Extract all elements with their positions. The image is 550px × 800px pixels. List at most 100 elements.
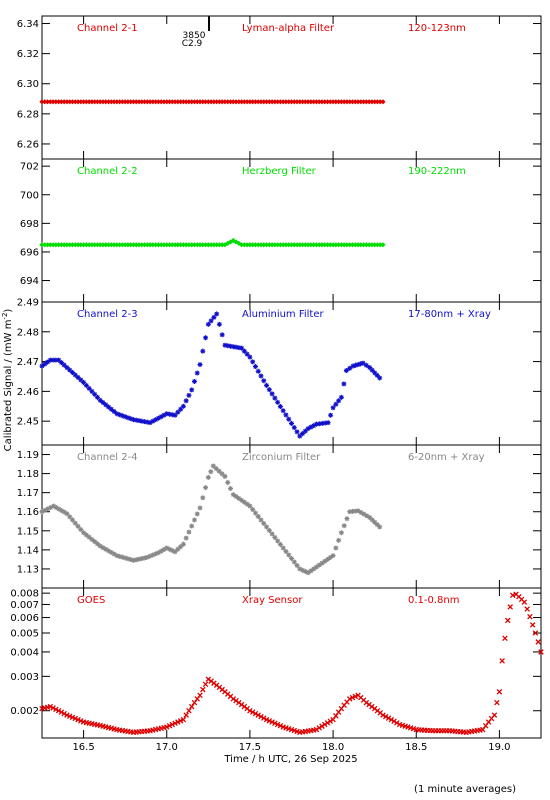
data-point bbox=[367, 365, 373, 371]
data-point bbox=[341, 381, 347, 387]
data-point bbox=[341, 99, 347, 105]
data-point bbox=[269, 719, 275, 725]
data-point bbox=[172, 720, 178, 727]
data-point bbox=[42, 99, 48, 105]
data-point bbox=[97, 397, 103, 403]
data-point bbox=[42, 507, 48, 513]
data-point bbox=[189, 99, 195, 105]
data-point bbox=[58, 99, 65, 105]
data-point bbox=[319, 420, 325, 426]
data-point bbox=[343, 368, 349, 374]
data-point bbox=[144, 419, 150, 425]
y-tick-label: 694 bbox=[20, 276, 39, 287]
data-point bbox=[507, 604, 513, 610]
data-point bbox=[53, 99, 59, 105]
data-point bbox=[208, 469, 214, 475]
y-tick-label: 2.45 bbox=[17, 417, 39, 428]
data-point bbox=[261, 242, 267, 248]
data-point bbox=[158, 414, 164, 420]
data-point bbox=[59, 508, 65, 514]
data-point bbox=[496, 689, 503, 695]
y-tick-label: 0.007 bbox=[10, 600, 39, 611]
data-point bbox=[275, 399, 281, 405]
data-point bbox=[83, 242, 89, 248]
data-point bbox=[247, 503, 253, 509]
data-point bbox=[319, 242, 325, 248]
y-tick-label: 6.30 bbox=[17, 79, 39, 90]
x-tick-label: 17.0 bbox=[156, 742, 178, 753]
data-point bbox=[349, 99, 356, 105]
data-point bbox=[291, 242, 297, 248]
data-point bbox=[255, 514, 261, 519]
data-point bbox=[299, 99, 306, 105]
data-point bbox=[75, 374, 81, 380]
data-point bbox=[252, 710, 259, 717]
data-point bbox=[180, 99, 186, 105]
data-point bbox=[300, 567, 306, 573]
band-label: 120-123nm bbox=[408, 23, 466, 34]
data-point bbox=[374, 372, 380, 378]
data-point bbox=[167, 411, 173, 417]
data-point bbox=[313, 242, 320, 248]
data-point bbox=[169, 242, 175, 248]
data-point bbox=[128, 99, 134, 105]
series-5 bbox=[39, 591, 544, 736]
data-point bbox=[355, 508, 361, 514]
data-point bbox=[255, 712, 261, 718]
data-point bbox=[338, 530, 344, 536]
data-point bbox=[272, 720, 278, 727]
data-point bbox=[202, 242, 209, 248]
data-point bbox=[299, 242, 306, 248]
data-point bbox=[183, 99, 189, 105]
data-point bbox=[358, 509, 364, 515]
data-point bbox=[330, 405, 336, 411]
data-point bbox=[108, 99, 114, 105]
data-point bbox=[313, 564, 319, 570]
channel-label: GOES bbox=[77, 595, 105, 606]
data-point bbox=[349, 508, 355, 514]
y-tick-label: 1.14 bbox=[17, 545, 39, 556]
data-point bbox=[117, 242, 123, 248]
y-tick-label: 1.17 bbox=[17, 488, 39, 499]
data-point bbox=[150, 242, 156, 248]
data-point bbox=[286, 416, 292, 422]
data-point bbox=[302, 242, 308, 248]
data-point bbox=[64, 99, 70, 105]
data-point bbox=[117, 553, 123, 559]
data-point bbox=[324, 720, 331, 726]
data-point bbox=[150, 418, 156, 424]
data-point bbox=[269, 99, 275, 105]
data-point bbox=[164, 242, 170, 248]
data-point bbox=[194, 99, 200, 105]
data-point bbox=[69, 370, 75, 376]
y-tick-label: 698 bbox=[20, 219, 39, 230]
data-point bbox=[394, 720, 400, 726]
data-point bbox=[266, 242, 272, 248]
data-point bbox=[130, 99, 137, 105]
data-point bbox=[141, 99, 148, 105]
data-point bbox=[239, 99, 245, 105]
data-point bbox=[291, 559, 297, 565]
data-point bbox=[39, 363, 45, 369]
data-point bbox=[277, 541, 283, 547]
data-point bbox=[103, 402, 109, 408]
data-point bbox=[183, 398, 189, 404]
data-point bbox=[291, 425, 297, 431]
data-point bbox=[297, 433, 303, 439]
panel-4: 1.13 1.14 1.15 1.16 1.17 1.18 1.19 Channel 2-4 Z… bbox=[17, 444, 542, 589]
data-point bbox=[92, 242, 98, 248]
data-point bbox=[369, 367, 375, 373]
data-point bbox=[205, 99, 211, 105]
data-point bbox=[144, 554, 150, 560]
data-point bbox=[169, 412, 175, 418]
data-point bbox=[47, 703, 54, 710]
data-point bbox=[189, 387, 195, 393]
data-point bbox=[369, 99, 375, 105]
data-point bbox=[239, 242, 245, 248]
y-tick-label: 0.005 bbox=[10, 629, 39, 640]
data-point bbox=[286, 552, 292, 558]
data-point bbox=[347, 509, 353, 515]
data-point bbox=[214, 242, 220, 248]
data-point bbox=[283, 548, 289, 554]
data-point bbox=[81, 379, 87, 385]
